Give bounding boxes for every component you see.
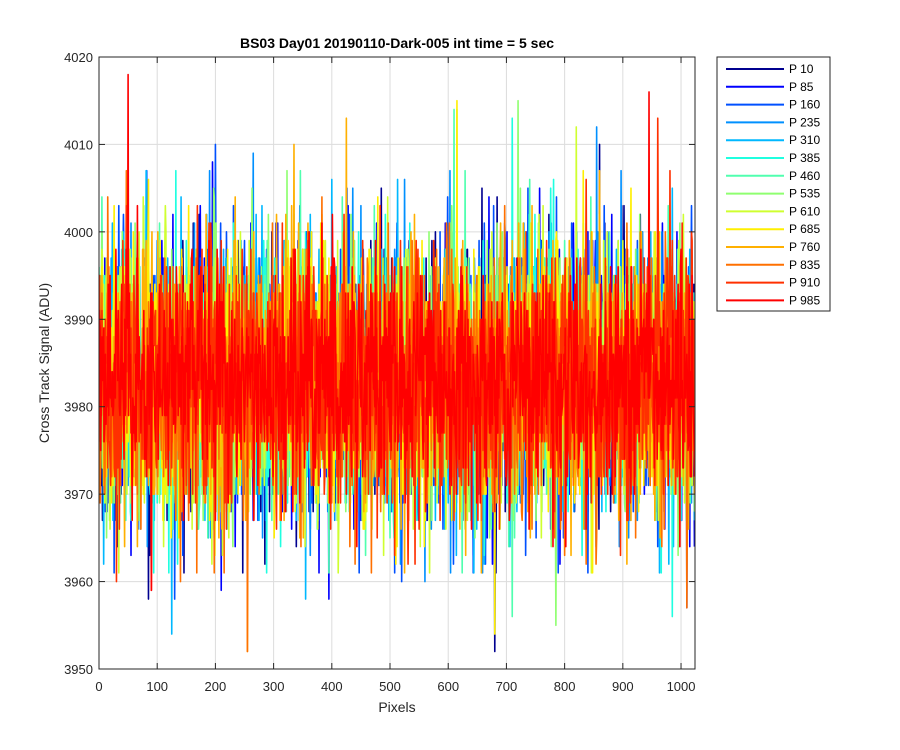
legend-label: P 460 (789, 169, 820, 183)
x-tick-label: 400 (321, 679, 343, 694)
legend-item: P 835 (726, 258, 820, 272)
legend-label: P 385 (789, 151, 820, 165)
legend-label: P 10 (789, 62, 814, 76)
legend-label: P 235 (789, 115, 820, 129)
legend-label: P 610 (789, 204, 820, 218)
legend-item: P 460 (726, 169, 820, 183)
legend-label: P 535 (789, 187, 820, 201)
legend-label: P 160 (789, 98, 820, 112)
legend: P 10 P 85 P 160 P 235 P 310 P 385 P 460 P 535 P … (716, 56, 831, 312)
y-axis-label: Cross Track Signal (ADU) (36, 283, 52, 443)
legend-item: P 760 (726, 240, 820, 254)
legend-item: P 610 (726, 204, 820, 218)
legend-item: P 910 (726, 276, 820, 290)
legend-box (716, 56, 831, 312)
x-tick-label: 300 (263, 679, 285, 694)
y-tick-label: 4010 (64, 137, 93, 152)
chart-title: BS03 Day01 20190110-Dark-005 int time = … (240, 35, 554, 51)
y-tick-label: 3970 (64, 487, 93, 502)
legend-item: P 160 (726, 98, 820, 112)
axes-box (98, 56, 696, 670)
axis-ticks: 0 100 200 300 400 500 600 700 800 900 1000 3950 3960… (64, 50, 695, 694)
x-tick-label: 1000 (667, 679, 696, 694)
legend-item: P 235 (726, 115, 820, 129)
y-tick-label: 4000 (64, 225, 93, 240)
legend-item: P 85 (726, 80, 814, 94)
legend-item: P 535 (726, 187, 820, 201)
legend-label: P 85 (789, 80, 814, 94)
y-tick-label: 3980 (64, 400, 93, 415)
legend-item: P 385 (726, 151, 820, 165)
x-tick-label: 200 (205, 679, 227, 694)
y-tick-label: 3960 (64, 575, 93, 590)
x-tick-label: 700 (496, 679, 518, 694)
x-tick-label: 500 (379, 679, 401, 694)
legend-label: P 910 (789, 276, 820, 290)
x-tick-label: 600 (437, 679, 459, 694)
series-line (99, 73, 695, 592)
x-tick-label: 0 (95, 679, 102, 694)
legend-item: P 985 (726, 293, 820, 307)
legend-item: P 685 (726, 222, 820, 236)
y-tick-label: 4020 (64, 50, 93, 65)
y-tick-label: 3950 (64, 662, 93, 677)
legend-label: P 760 (789, 240, 820, 254)
legend-label: P 835 (789, 258, 820, 272)
series-line (99, 117, 695, 592)
legend-item: P 10 (726, 62, 814, 76)
y-tick-label: 3990 (64, 312, 93, 327)
legend-label: P 685 (789, 222, 820, 236)
legend-item: P 310 (726, 133, 820, 147)
series-lines (99, 73, 695, 653)
x-axis-label: Pixels (378, 699, 415, 715)
legend-label: P 985 (789, 293, 820, 307)
x-tick-label: 800 (554, 679, 576, 694)
x-tick-label: 900 (612, 679, 634, 694)
legend-label: P 310 (789, 133, 820, 147)
x-tick-label: 100 (146, 679, 168, 694)
